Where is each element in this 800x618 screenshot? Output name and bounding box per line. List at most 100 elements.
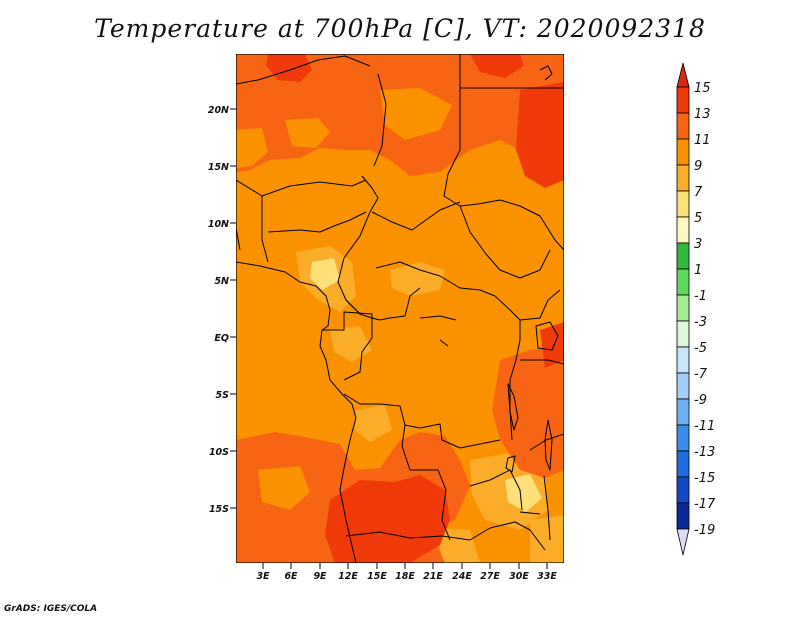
lake-malawi [544, 419, 553, 471]
lat-label: 15S [209, 504, 229, 515]
border-angola-zambia [401, 424, 451, 541]
map-panel [236, 54, 564, 563]
colorbar-segment [676, 450, 690, 478]
colorbar-label: -7 [694, 367, 708, 382]
colorbar-segment [676, 398, 690, 426]
lat-label: 5N [214, 276, 229, 287]
colorbar-segment [676, 424, 690, 452]
border-algeria-libya [236, 55, 371, 85]
lake-volta [236, 227, 241, 251]
colorbar-label: -19 [694, 523, 715, 538]
colorbar-segment [676, 476, 690, 504]
lat-label: 20N [208, 105, 229, 116]
lake-tanganyika [507, 383, 519, 431]
nile-coast [539, 65, 553, 81]
colorbar-segment [676, 320, 690, 348]
colorbar-label: 13 [694, 107, 711, 122]
border-south-sudan [459, 205, 551, 279]
colorbar [676, 62, 690, 556]
border-niger-chad [236, 179, 367, 197]
field-north-hot-1 [266, 54, 312, 82]
congo-river [419, 315, 457, 347]
colorbar-label: 15 [694, 81, 711, 96]
borders [236, 54, 564, 563]
colorbar-label: -15 [694, 471, 715, 486]
lon-label: 3E [256, 571, 270, 582]
lat-label: 5S [216, 390, 230, 401]
lon-label: 6E [284, 571, 298, 582]
field-light-7 [530, 515, 564, 563]
field-light-2 [390, 262, 445, 296]
lon-label: 30E [509, 571, 529, 582]
field-pale-1 [310, 258, 340, 290]
colorbar-label: -13 [694, 445, 715, 460]
lon-label: 15E [367, 571, 387, 582]
field-north-cool-2 [380, 88, 452, 140]
border-nigeria-cameroon [261, 196, 367, 263]
colorbar-labels: 15 13 11 9 7 5 3 1 -1 -3 -5 -7 -9 -11 -1… [694, 81, 716, 538]
colorbar-segment [676, 372, 690, 400]
colorbar-label: -3 [694, 315, 707, 330]
field-east-hot [540, 322, 564, 368]
kariba [505, 455, 541, 515]
lon-label: 9E [313, 571, 327, 582]
colorbar-label: 5 [694, 211, 702, 226]
colorbar-segment [676, 190, 690, 218]
colorbar-segment [676, 164, 690, 192]
field-south-cool [258, 466, 310, 510]
lat-label: 10S [209, 447, 229, 458]
field-north-cool-3 [236, 128, 268, 168]
colorbar-label: -1 [694, 289, 707, 304]
colorbar-segment [676, 216, 690, 244]
border-sudan [443, 149, 564, 251]
colorbar-label: -17 [694, 497, 716, 512]
field-pale-2 [505, 474, 542, 512]
colorbar-label: -11 [694, 419, 715, 434]
border-chad-north [373, 73, 387, 167]
border-drc-angola [343, 393, 501, 449]
colorbar-label: -5 [694, 341, 707, 356]
field-east-warm [492, 345, 564, 478]
lat-label: EQ [214, 333, 229, 344]
border-congo-drc [345, 287, 421, 321]
border-namibia [345, 531, 471, 541]
field-light-4 [355, 405, 392, 442]
colorbar-cap-top [676, 62, 690, 88]
lon-label: 24E [452, 571, 472, 582]
colorbar-segment [676, 294, 690, 322]
colorbar-cap-bottom [676, 528, 690, 556]
lat-label: 15N [208, 162, 229, 173]
lon-axis: 3E 6E 9E 12E 15E 18E 21E 24E 27E 30E 33E [256, 563, 557, 582]
lat-label: 10N [208, 219, 229, 230]
colorbar-segment [676, 242, 690, 270]
lake-victoria [535, 321, 559, 351]
border-zambia-east [469, 469, 523, 511]
colorbar-segment [676, 86, 690, 114]
lon-label: 12E [338, 571, 358, 582]
field-south-hot [325, 475, 450, 563]
colorbar-segment [676, 502, 690, 530]
colorbar-segment [676, 138, 690, 166]
field-north-hot-2 [470, 54, 524, 78]
border-uganda-kenya [519, 289, 561, 321]
colorbar-label: 7 [694, 185, 703, 200]
colorbar-label: 11 [694, 133, 711, 148]
lon-label: 18E [395, 571, 415, 582]
lon-label: 21E [423, 571, 443, 582]
grads-credit: GrADS: IGES/COLA [4, 604, 98, 614]
border-chad-car [371, 201, 461, 231]
lon-label: 33E [537, 571, 557, 582]
colorbar-label: -9 [694, 393, 707, 408]
field-north-cool-1 [285, 118, 330, 148]
field-north-hot-3 [516, 82, 564, 188]
border-gabon [322, 311, 373, 381]
border-lake-chad [361, 175, 379, 213]
border-tanzania [520, 359, 564, 365]
lon-label: 27E [480, 571, 500, 582]
lat-axis: 20N 15N 10N 5N EQ 5S 10S 15S [208, 105, 236, 515]
colorbar-label: 1 [694, 263, 702, 278]
colorbar-label: 9 [694, 159, 702, 174]
coastline-west [236, 261, 357, 563]
colorbar-label: 3 [694, 237, 702, 252]
